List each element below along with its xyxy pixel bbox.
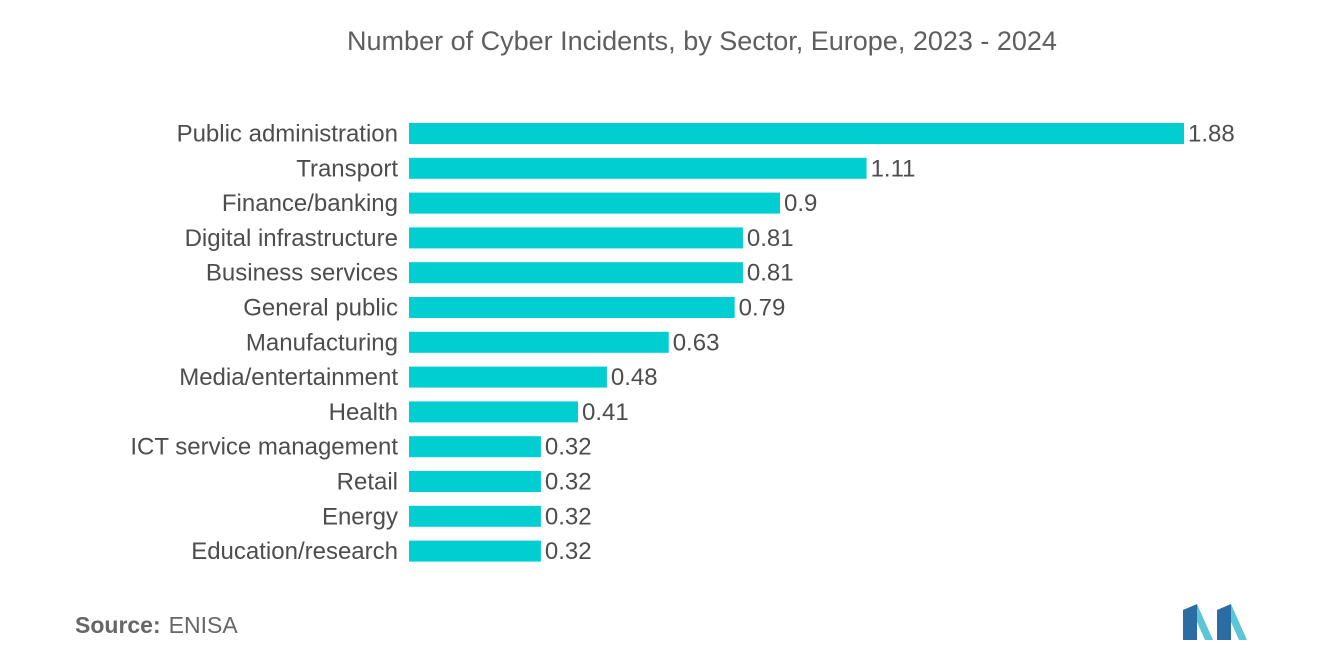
category-label: Transport bbox=[296, 155, 398, 182]
category-label: Media/entertainment bbox=[179, 364, 398, 391]
bar bbox=[409, 401, 579, 423]
value-label: 0.48 bbox=[611, 364, 658, 391]
value-label: 0.32 bbox=[545, 434, 592, 461]
category-label: Digital infrastructure bbox=[185, 225, 398, 252]
value-label: 0.32 bbox=[545, 469, 592, 496]
category-label: Finance/banking bbox=[222, 190, 398, 217]
category-label: Retail bbox=[337, 469, 398, 496]
bar bbox=[409, 192, 781, 214]
value-label: 0.81 bbox=[747, 225, 794, 252]
category-label: General public bbox=[243, 295, 398, 322]
category-label: Education/research bbox=[191, 538, 398, 565]
bar bbox=[409, 436, 541, 458]
bar bbox=[409, 262, 743, 284]
source-note: Source: ENISA bbox=[75, 612, 238, 639]
category-label: Energy bbox=[322, 503, 398, 530]
category-label: Manufacturing bbox=[246, 329, 398, 356]
value-label: 0.81 bbox=[747, 260, 794, 287]
value-label: 0.63 bbox=[673, 329, 720, 356]
mordor-intelligence-logo-icon bbox=[1183, 604, 1247, 640]
bar bbox=[409, 331, 669, 353]
bar bbox=[409, 227, 743, 249]
value-label: 0.41 bbox=[582, 399, 629, 426]
value-label: 0.32 bbox=[545, 538, 592, 565]
bar-chart: Number of Cyber Incidents, by Sector, Eu… bbox=[130, 26, 1234, 566]
source-value: ENISA bbox=[168, 612, 238, 638]
bar bbox=[409, 471, 541, 492]
value-label: 0.32 bbox=[545, 503, 592, 530]
value-label: 0.79 bbox=[739, 295, 786, 322]
bar bbox=[409, 123, 1184, 144]
bar bbox=[409, 366, 607, 388]
bars-group: Public administration 1.88 Transport 1.11 Fi… bbox=[130, 121, 1234, 566]
bar bbox=[409, 157, 867, 179]
bar bbox=[409, 540, 541, 562]
bar bbox=[409, 505, 541, 527]
value-label: 0.9 bbox=[784, 190, 817, 217]
category-label: ICT service management bbox=[130, 434, 398, 461]
category-label: Business services bbox=[206, 260, 398, 287]
source-label: Source: bbox=[75, 612, 161, 638]
value-label: 1.88 bbox=[1188, 121, 1235, 148]
category-label: Public administration bbox=[177, 121, 398, 148]
value-label: 1.11 bbox=[871, 155, 916, 182]
chart-title: Number of Cyber Incidents, by Sector, Eu… bbox=[347, 26, 1057, 56]
category-label: Health bbox=[329, 399, 398, 426]
bar bbox=[409, 297, 735, 318]
